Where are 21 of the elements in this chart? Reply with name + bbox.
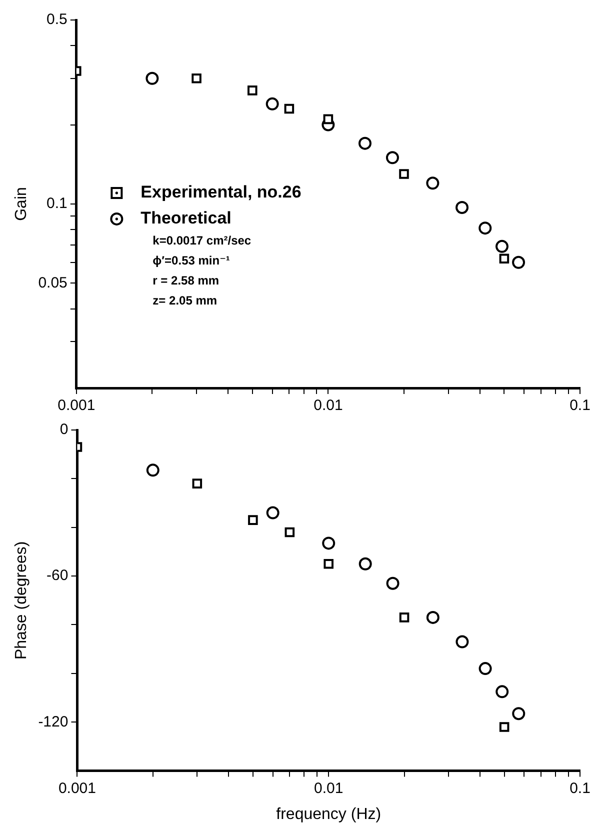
x-tick-label: 0.1 — [570, 397, 590, 414]
legend-label: Theoretical — [140, 208, 232, 228]
y-tick-label: -60 — [46, 567, 68, 584]
y-tick-label: 0.1 — [46, 195, 68, 212]
x-axis-title: frequency (Hz) — [276, 806, 382, 823]
annotation: r = 2.58 mm — [152, 273, 220, 288]
legend-label: Experimental, no.26 — [140, 182, 302, 202]
annotation: ϕ′=0.53 min⁻¹ — [152, 253, 230, 268]
y-tick-label: 0 — [60, 421, 68, 438]
y-tick-label: 0.5 — [46, 11, 68, 28]
annotation: z= 2.05 mm — [152, 293, 218, 308]
x-tick-label: 0.1 — [570, 780, 590, 797]
x-tick-label: 0.001 — [58, 780, 96, 797]
y-tick-label: 0.05 — [38, 274, 68, 292]
x-tick-label: 0.01 — [314, 780, 344, 797]
x-tick-label: 0.001 — [58, 397, 96, 414]
annotation: k=0.0017 cm²/sec — [152, 233, 252, 248]
y-axis-title: Gain — [13, 187, 30, 221]
x-tick-label: 0.01 — [314, 397, 343, 414]
y-tick-label: -120 — [38, 713, 68, 730]
y-axis-title: Phase (degrees) — [13, 541, 30, 660]
